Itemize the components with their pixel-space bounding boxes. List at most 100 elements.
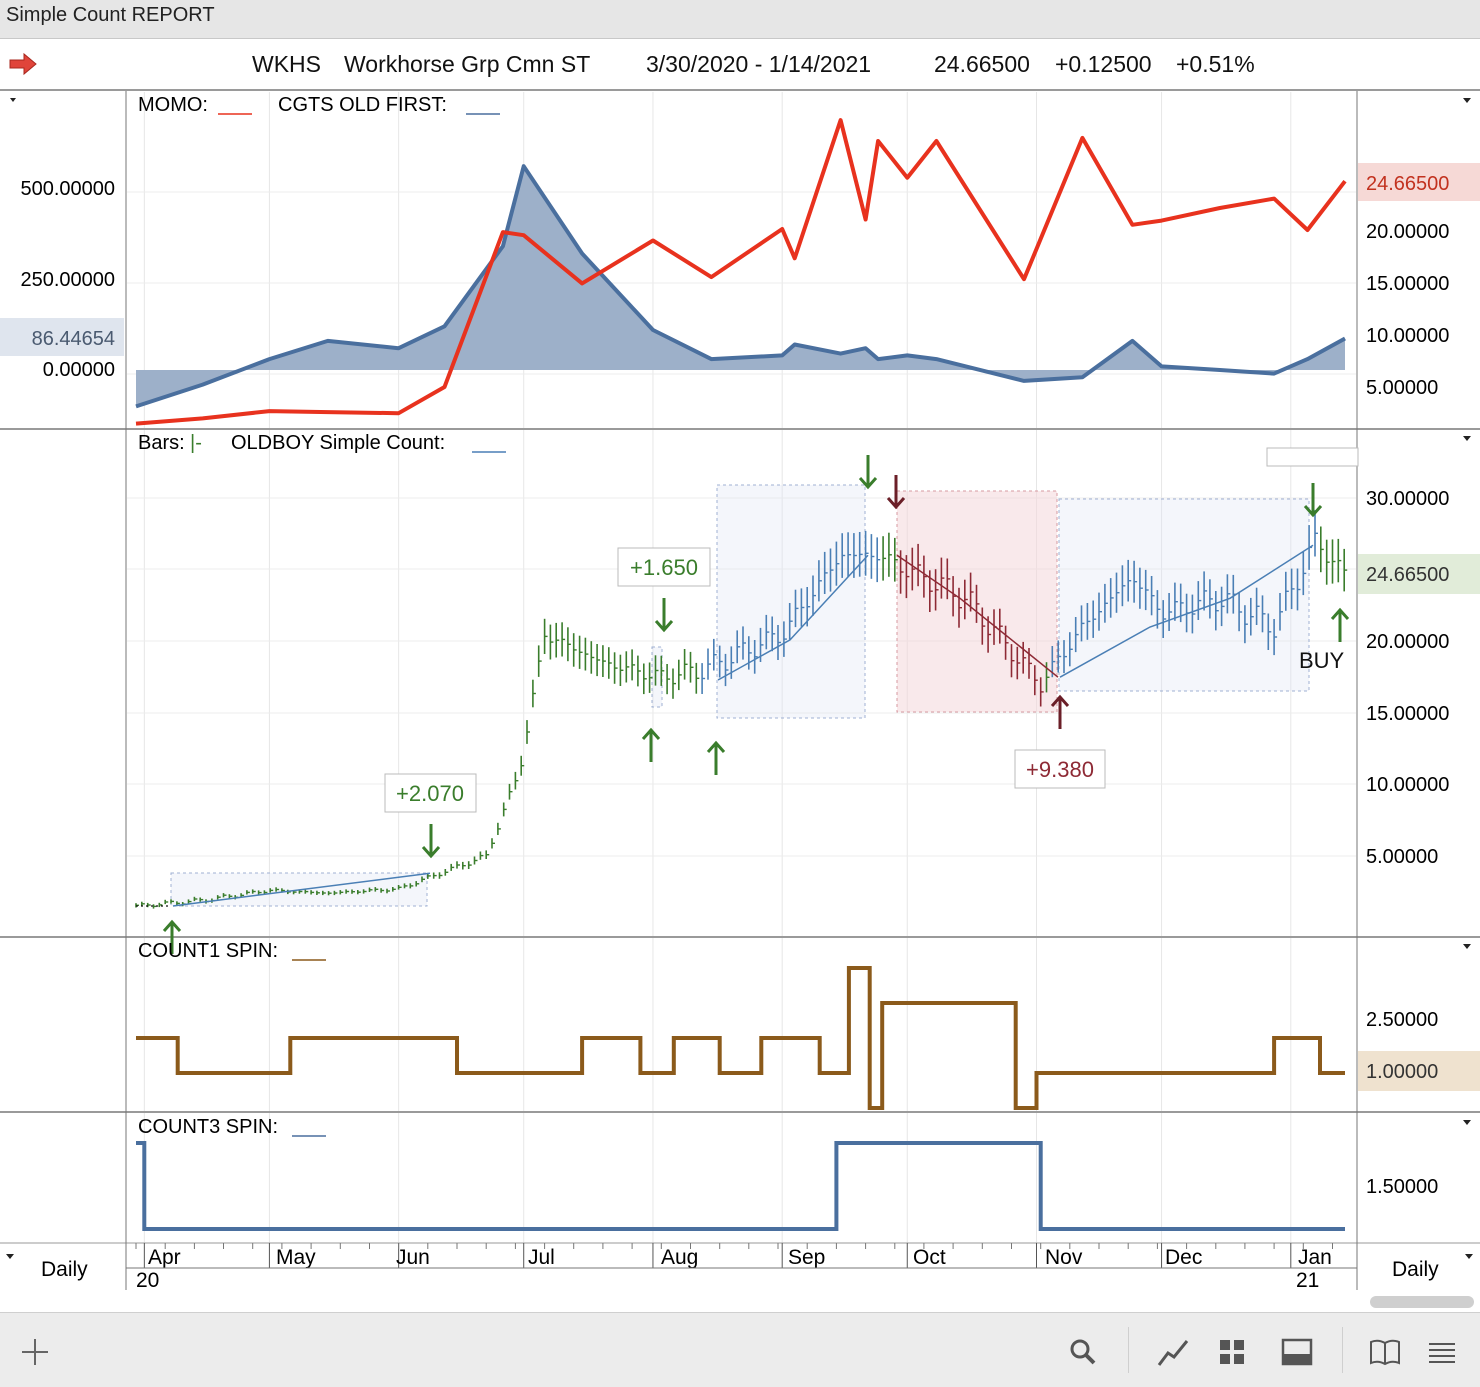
chart-area[interactable]: +2.070 +1.650 +9.380 BUY MOMO: CGTS OLD … xyxy=(0,0,1480,1312)
grid-lines xyxy=(127,92,1356,1243)
signal-arrow-head xyxy=(1303,505,1323,518)
grid-icon[interactable] xyxy=(1215,1335,1249,1369)
right-value-badge xyxy=(1358,554,1480,594)
svg-text:250.00000: 250.00000 xyxy=(20,269,115,291)
signal-arrow-head xyxy=(858,477,878,490)
svg-text:10.00000: 10.00000 xyxy=(1366,325,1449,347)
x-tick-label: Dec xyxy=(1165,1246,1202,1269)
window-titlebar: Simple Count REPORT xyxy=(0,0,1480,39)
svg-text:15.00000: 15.00000 xyxy=(1366,703,1449,725)
svg-text:24.66500: 24.66500 xyxy=(1366,564,1449,586)
x-tick-label: Apr xyxy=(148,1246,181,1269)
svg-text:20.00000: 20.00000 xyxy=(1366,221,1449,243)
panel-icon[interactable] xyxy=(1280,1335,1314,1369)
svg-text:86.44654: 86.44654 xyxy=(32,328,115,350)
x-tick-label: Aug xyxy=(661,1246,698,1269)
right-axis-labels: 24.66500 20.00000 15.00000 10.00000 5.00… xyxy=(1358,163,1480,1198)
left-value-badge xyxy=(0,318,124,356)
x-year-label: 21 xyxy=(1296,1269,1319,1292)
header-date-range: 3/30/2020 - 1/14/2021 xyxy=(646,51,872,77)
plus-icon[interactable] xyxy=(18,1335,52,1369)
svg-text:+9.380: +9.380 xyxy=(1026,757,1094,782)
svg-text:CGTS OLD FIRST:: CGTS OLD FIRST: xyxy=(278,94,447,116)
signal-arrow-head xyxy=(641,727,661,740)
red-arrow-icon[interactable] xyxy=(8,52,38,76)
svg-text:2.50000: 2.50000 xyxy=(1366,1009,1438,1031)
count1-legend: COUNT1 SPIN: xyxy=(138,940,326,962)
period-label-left[interactable]: Daily xyxy=(41,1258,88,1281)
header-symbol: WKHS xyxy=(252,51,321,77)
header-last: 24.66500 xyxy=(934,51,1030,77)
svg-text:10.00000: 10.00000 xyxy=(1366,774,1449,796)
signal-arrow-head xyxy=(421,846,441,859)
simple-count-line xyxy=(717,554,869,681)
count3-line xyxy=(136,1141,1345,1231)
header-change-pct: +0.51% xyxy=(1176,51,1255,77)
price-pane: +2.070 +1.650 +9.380 BUY xyxy=(135,447,1359,954)
signal-arrows xyxy=(162,455,1350,954)
period-label-right[interactable]: Daily xyxy=(1392,1258,1439,1281)
pane-menu-icons[interactable] xyxy=(6,98,1473,1259)
annotation-label: +9.380 xyxy=(1014,749,1106,789)
simple-count-line xyxy=(172,872,431,907)
svg-text:15.00000: 15.00000 xyxy=(1366,273,1449,295)
signal-arrow-head xyxy=(1330,607,1350,620)
momo-line xyxy=(135,118,1347,426)
svg-text:5.00000: 5.00000 xyxy=(1366,846,1438,868)
x-tick-label: May xyxy=(276,1246,316,1269)
simple-count-line xyxy=(1059,544,1314,678)
x-tick-label: Jan xyxy=(1298,1246,1332,1269)
svg-text:+1.650: +1.650 xyxy=(630,555,698,580)
left-axis-labels: 500.00000 250.00000 86.44654 0.00000 xyxy=(0,178,124,381)
horizontal-scrollbar[interactable] xyxy=(1370,1296,1474,1308)
symbol-header: WKHS Workhorse Grp Cmn ST 3/30/2020 - 1/… xyxy=(0,39,1480,91)
svg-text:30.00000: 30.00000 xyxy=(1366,488,1449,510)
svg-text:20.00000: 20.00000 xyxy=(1366,631,1449,653)
price-bars xyxy=(135,510,1348,909)
svg-text:Bars:: Bars: xyxy=(138,432,185,454)
bottom-toolbar xyxy=(0,1312,1480,1387)
annotation-label: +1.650 xyxy=(617,547,711,587)
svg-text:MOMO:: MOMO: xyxy=(138,94,208,116)
price-legend: Bars: |- OLDBOY Simple Count: xyxy=(138,432,506,454)
buy-label: BUY xyxy=(1299,648,1345,673)
x-tick-label: Nov xyxy=(1045,1246,1083,1269)
svg-text:24.66500: 24.66500 xyxy=(1366,173,1449,195)
svg-text:500.00000: 500.00000 xyxy=(20,178,115,200)
count-box xyxy=(716,484,866,719)
bars-legend-glyph: |- xyxy=(190,432,202,454)
svg-text:1.50000: 1.50000 xyxy=(1366,1176,1438,1198)
book-icon[interactable] xyxy=(1368,1335,1402,1369)
x-tick-label: Jul xyxy=(528,1246,555,1269)
signal-arrow-head xyxy=(654,620,674,633)
line-chart-icon[interactable] xyxy=(1156,1335,1190,1369)
count-box xyxy=(1058,498,1310,692)
x-tick-label: Jun xyxy=(396,1246,430,1269)
signal-arrow-head xyxy=(1050,694,1070,707)
signal-arrow-head xyxy=(886,497,906,510)
count3-legend: COUNT3 SPIN: xyxy=(138,1116,326,1138)
header-change: +0.12500 xyxy=(1055,51,1152,77)
toolbar-separator xyxy=(1342,1327,1343,1373)
clipped-label-box xyxy=(1266,447,1359,467)
momo-pane xyxy=(135,118,1347,426)
svg-text:OLDBOY Simple Count:: OLDBOY Simple Count: xyxy=(231,432,445,454)
svg-text:+2.070: +2.070 xyxy=(396,781,464,806)
signal-arrow-head xyxy=(706,740,726,753)
x-year-label: 20 xyxy=(136,1269,159,1292)
toolbar-separator xyxy=(1128,1327,1129,1373)
menu-icon[interactable] xyxy=(1425,1335,1459,1369)
right-value-badge xyxy=(1358,163,1480,201)
svg-text:0.00000: 0.00000 xyxy=(43,359,115,381)
search-icon[interactable] xyxy=(1066,1335,1100,1369)
momo-legend: MOMO: CGTS OLD FIRST: xyxy=(138,94,500,116)
count1-line xyxy=(136,966,1345,1110)
x-tick-label: Sep xyxy=(788,1246,825,1269)
annotation-label: +2.070 xyxy=(384,773,477,813)
x-tick-label: Oct xyxy=(913,1246,946,1269)
svg-text:1.00000: 1.00000 xyxy=(1366,1061,1438,1083)
cgts-line xyxy=(135,164,1346,409)
svg-text:5.00000: 5.00000 xyxy=(1366,377,1438,399)
window-title: Simple Count REPORT xyxy=(6,4,215,26)
header-name: Workhorse Grp Cmn ST xyxy=(344,51,591,77)
